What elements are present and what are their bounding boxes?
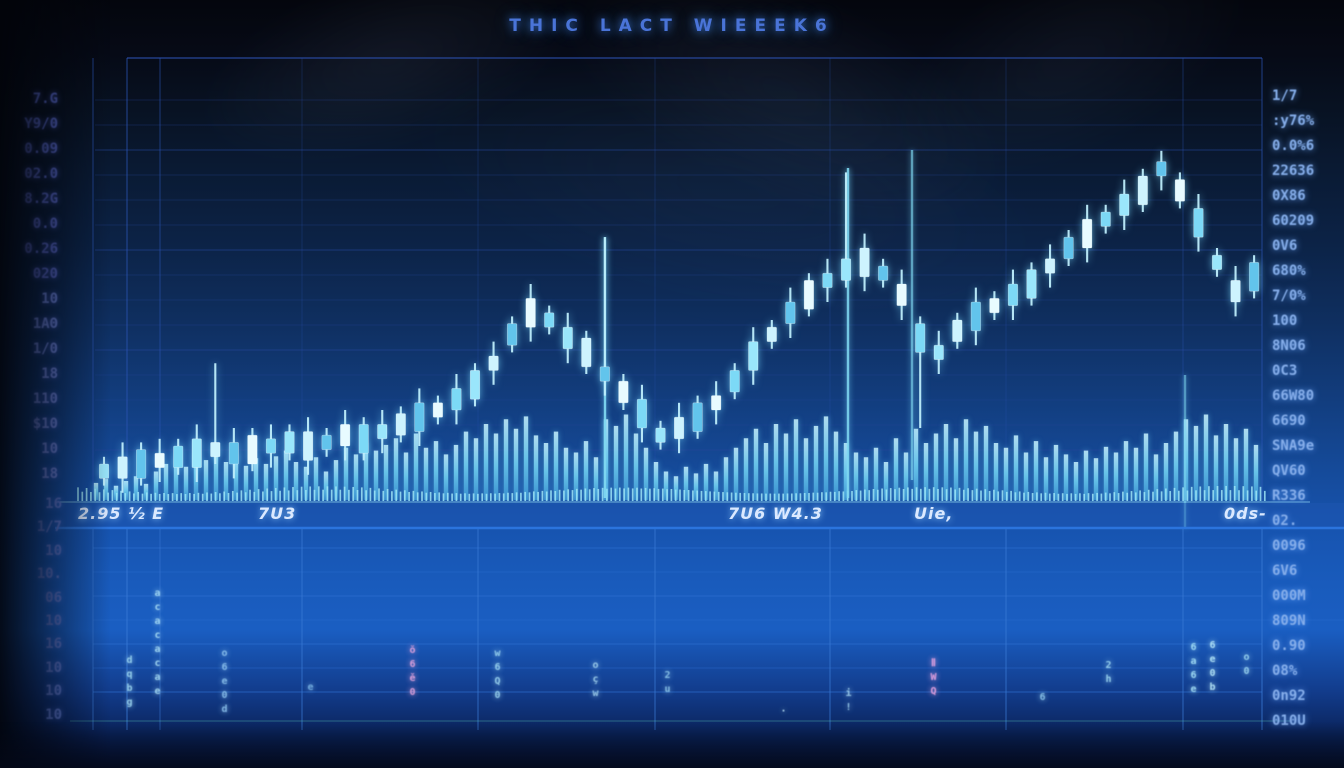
right-axis-label: 66W80 xyxy=(1272,388,1315,404)
left-axis-label: 10 xyxy=(41,291,58,307)
right-axis-label: 60209 xyxy=(1272,213,1315,229)
right-axis-label: 22636 xyxy=(1272,163,1315,179)
right-axis-label: 010U xyxy=(1272,713,1306,729)
left-axis-label: 1AΘ xyxy=(32,316,58,332)
left-axis-label: 8.2G xyxy=(24,191,58,207)
x-axis-label: 7U3 xyxy=(258,504,297,523)
right-axis-label: 0n92 xyxy=(1272,688,1306,704)
glow-text-column: ⅡWQ xyxy=(928,658,939,700)
right-axis-label: 0.90 xyxy=(1272,638,1306,654)
glow-text-column: o6e0d xyxy=(219,648,230,718)
right-axis-label: :y76% xyxy=(1272,113,1315,129)
glow-text-column: 2h xyxy=(1103,660,1114,688)
right-axis-label: 6690 xyxy=(1272,413,1306,429)
right-axis-label: 8N06 xyxy=(1272,338,1306,354)
glow-text-column: · xyxy=(778,706,789,720)
right-axis-label: 000M xyxy=(1272,588,1306,604)
right-axis-label: 6V6 xyxy=(1272,563,1298,579)
left-axis-label: 02.0 xyxy=(24,166,58,182)
left-axis-label: 06 xyxy=(45,589,62,606)
lower-panel-grid xyxy=(55,529,1344,730)
glow-text-column: 6a6e xyxy=(1188,642,1199,698)
x-axis-label: 7U6 W4.3 xyxy=(728,504,823,523)
glow-text-column: i! xyxy=(843,688,854,716)
right-axis-label: SNA9e xyxy=(1272,438,1315,454)
left-axis-label: 10 xyxy=(45,706,62,723)
glow-text-column: 6e0b xyxy=(1207,640,1218,696)
right-axis-label: 809N xyxy=(1272,613,1306,629)
glow-text-column: w6Q0 xyxy=(492,648,503,704)
right-axis-label: 680% xyxy=(1272,263,1306,279)
left-axis-label: 10 xyxy=(45,613,62,629)
right-axis-label: 02. xyxy=(1272,513,1298,529)
axis-tick-strip xyxy=(60,485,1310,503)
chart-title: THIC LACT WIEEEK6 xyxy=(509,16,835,36)
left-axis-label: 10 xyxy=(45,542,62,559)
right-axis-label: 0.0%6 xyxy=(1272,138,1315,154)
left-axis-label: 18 xyxy=(41,366,58,382)
left-axis-label: 1/0 xyxy=(32,341,58,357)
left-axis-label: 16 xyxy=(45,496,62,512)
left-axis-label: 10 xyxy=(45,683,62,700)
left-axis-label: 110 xyxy=(32,391,58,407)
left-axis-label: 020 xyxy=(32,266,58,282)
right-axis-label: QV60 xyxy=(1272,463,1306,479)
right-axis-label: 0C3 xyxy=(1272,363,1298,379)
x-axis-label: 0ds- xyxy=(1224,504,1267,523)
left-axis-label: 0.26 xyxy=(24,241,58,257)
glow-text-column: 2u xyxy=(662,670,673,698)
right-axis-label: 7/0% xyxy=(1272,288,1306,304)
glow-text-column: 6 xyxy=(1037,692,1048,706)
right-axis-label: 100 xyxy=(1272,313,1298,329)
left-axis-label: 10 xyxy=(41,441,58,457)
x-axis-band xyxy=(55,503,1344,530)
glow-text-column: dqbg xyxy=(124,655,135,711)
right-axis-label: 08% xyxy=(1272,663,1298,679)
left-axis-label: Y9/0 xyxy=(24,116,58,132)
right-axis-label: 1/7 xyxy=(1272,88,1298,104)
left-axis-label: 0.0 xyxy=(32,216,58,232)
left-axis-label: $10 xyxy=(32,416,58,432)
right-axis-label: R336 xyxy=(1272,488,1306,504)
glow-text-column: e xyxy=(305,682,316,696)
right-axis-label: 0V6 xyxy=(1272,238,1298,254)
x-axis-label: Uie, xyxy=(914,504,954,523)
x-axis-label: 2.95 ½ E xyxy=(78,504,165,523)
left-axis-label: 1/7 xyxy=(36,519,62,536)
left-axis-label: 10 xyxy=(45,659,62,676)
glow-text-column: acacacae xyxy=(152,588,163,700)
glow-text-column: ŏ6ě0 xyxy=(407,645,418,701)
right-axis-label: 0096 xyxy=(1272,538,1306,554)
left-axis-label: 0.09 xyxy=(24,141,58,157)
left-axis-label: 18 xyxy=(41,466,58,482)
glow-text-column: oçw xyxy=(590,660,601,702)
right-axis-label: 0X86 xyxy=(1272,188,1306,204)
candlestick-series xyxy=(98,150,1260,493)
left-axis-label: 16 xyxy=(45,636,62,653)
left-axis-label: 10. xyxy=(36,566,62,583)
left-axis-label: 7.G xyxy=(32,91,58,107)
glow-text-column: o0 xyxy=(1241,652,1252,680)
